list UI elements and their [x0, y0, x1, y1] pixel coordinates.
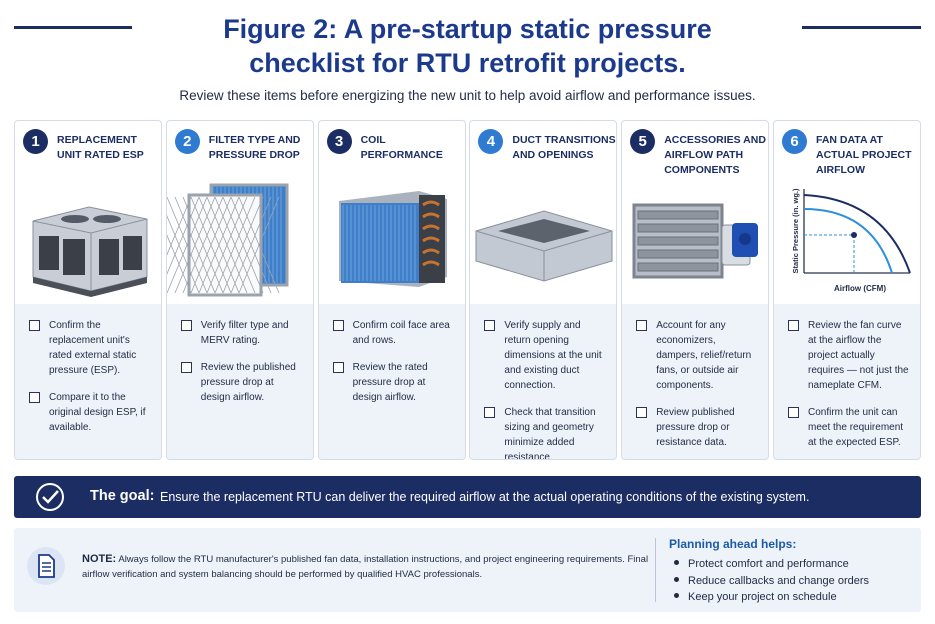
card-title: FILTER TYPE AND PRESSURE DROP	[208, 134, 301, 161]
card-image	[15, 181, 161, 306]
checklist-item: Confirm the replacement unit's rated ext…	[27, 318, 152, 378]
checklist-item: Account for any economizers, dampers, re…	[634, 318, 759, 393]
note-text-block: NOTE: Always follow the RTU manufacturer…	[82, 552, 652, 582]
planning-text: Reduce callbacks and change orders	[688, 574, 870, 587]
card-title: DUCT TRANSITIONS AND OPENINGS	[512, 134, 616, 161]
checklist-item: Confirm coil face area and rows.	[331, 318, 456, 348]
card-checklist: Confirm coil face area and rows. Review t…	[318, 304, 465, 459]
note-label: NOTE:	[82, 553, 117, 565]
step-number: 6	[782, 129, 807, 154]
step-number: 4	[478, 129, 504, 154]
planning-text: Protect comfort and performance	[688, 558, 849, 570]
fan-y-label: Static Pressure (in. wg.)	[791, 188, 800, 274]
step-number: 3	[326, 129, 352, 154]
checklist-item: Verify filter type and MERV rating.	[179, 318, 304, 348]
checklist-item: Confirm the unit can meet the requiremen…	[786, 405, 911, 450]
rtu-image	[32, 206, 148, 297]
note-box: NOTE: Always follow the RTU manufacturer…	[14, 528, 921, 612]
checklist-card: 6 FAN DATA AT ACTUAL PROJECT AIRFLOW Stati…	[773, 120, 921, 460]
decor-line	[802, 26, 921, 29]
card-checklist: Verify supply and return opening dimensi…	[470, 304, 617, 459]
checkbox	[636, 407, 648, 418]
note-text: Always follow the RTU manufacturer's pub…	[82, 554, 649, 580]
checklist-item: Review the rated pressure drop at design…	[331, 360, 456, 405]
card-title: REPLACEMENT UNIT RATED ESP	[57, 134, 144, 161]
fan-curve-image: Static Pressure (in. wg.) Airflow (CFM)	[791, 188, 911, 293]
checklist-item: Review the fan curve at the airflow the …	[786, 318, 911, 393]
goal-bar: The goal: Ensure the replacement RTU can…	[14, 476, 921, 518]
card-image	[622, 181, 768, 306]
checkbox	[788, 407, 799, 418]
document-icon	[27, 547, 65, 585]
planning-list: Protect comfort and performance Reduce ca…	[672, 556, 869, 606]
goal-label: The goal:	[90, 488, 155, 504]
card-checklist: Review the fan curve at the airflow the …	[774, 304, 920, 459]
checkbox	[484, 407, 496, 418]
card-image	[319, 181, 465, 306]
card-image	[470, 181, 616, 306]
title: Figure 2: A pre-startup static pressure …	[223, 14, 712, 78]
card-checklist: Verify filter type and MERV rating. Revie…	[166, 304, 313, 459]
checkbox	[636, 320, 648, 331]
filter-image	[166, 183, 289, 297]
step-number: 2	[174, 129, 200, 154]
checkbox	[29, 320, 40, 331]
checkbox	[180, 320, 192, 331]
checkbox	[332, 362, 344, 373]
check-icon	[36, 483, 64, 511]
card-title: ACCESSORIES AND AIRFLOW PATH COMPONENTS	[664, 134, 766, 176]
damper-image	[632, 203, 759, 279]
goal-text: Ensure the replacement RTU can deliver t…	[160, 490, 810, 504]
planning-item: Protect comfort and performance	[672, 556, 869, 573]
checklist-card: 4 DUCT TRANSITIONS AND OPENINGS Verify sup…	[469, 120, 618, 460]
planning-heading: Planning ahead helps:	[669, 537, 797, 551]
checkbox	[180, 362, 192, 373]
planning-text: Keep your project on schedule	[688, 591, 837, 603]
checkbox	[29, 392, 40, 403]
checklist-card: 1 REPLACEMENT UNIT RATED ESP Confirm the r…	[14, 120, 162, 460]
bullet	[674, 560, 679, 565]
duct-image	[475, 210, 613, 282]
checklist-card: 3 COIL PERFORMANCE Confirm coil face area …	[317, 120, 466, 460]
card-image	[166, 181, 313, 306]
step-number: 5	[630, 129, 656, 154]
checkbox	[788, 320, 799, 331]
planning-item: Reduce callbacks and change orders	[672, 573, 869, 590]
planning-item: Keep your project on schedule	[672, 589, 869, 606]
bullet	[674, 593, 679, 598]
subtitle: Review these items before energizing the…	[179, 88, 756, 103]
checkbox	[484, 320, 496, 331]
checklist-item: Check that transition sizing and geometr…	[482, 405, 607, 459]
card-title: COIL PERFORMANCE	[360, 134, 443, 161]
card-checklist: Account for any economizers, dampers, re…	[622, 304, 769, 459]
bullet	[674, 576, 679, 582]
checklist-item: Review the published pressure drop at de…	[179, 360, 304, 405]
checklist-item: Compare it to the original design ESP, i…	[27, 390, 152, 435]
card-checklist: Confirm the replacement unit's rated ext…	[15, 304, 161, 459]
checklist-card: 2 FILTER TYPE AND PRESSURE DROP Verify fil…	[165, 120, 314, 460]
checkbox	[332, 320, 344, 331]
checklist-card: 5 ACCESSORIES AND AIRFLOW PATH COMPONENTS…	[621, 120, 770, 460]
card-image: Static Pressure (in. wg.) Airflow (CFM)	[774, 181, 920, 306]
checklist-item: Verify supply and return opening dimensi…	[482, 318, 607, 393]
card-title: FAN DATA AT ACTUAL PROJECT AIRFLOW	[816, 134, 912, 176]
decor-line	[14, 26, 132, 29]
coil-image	[338, 191, 447, 287]
step-number: 1	[23, 129, 48, 154]
fan-x-label: Airflow (CFM)	[834, 284, 886, 293]
divider	[655, 538, 656, 602]
checklist-item: Review published pressure drop or resist…	[634, 405, 759, 450]
